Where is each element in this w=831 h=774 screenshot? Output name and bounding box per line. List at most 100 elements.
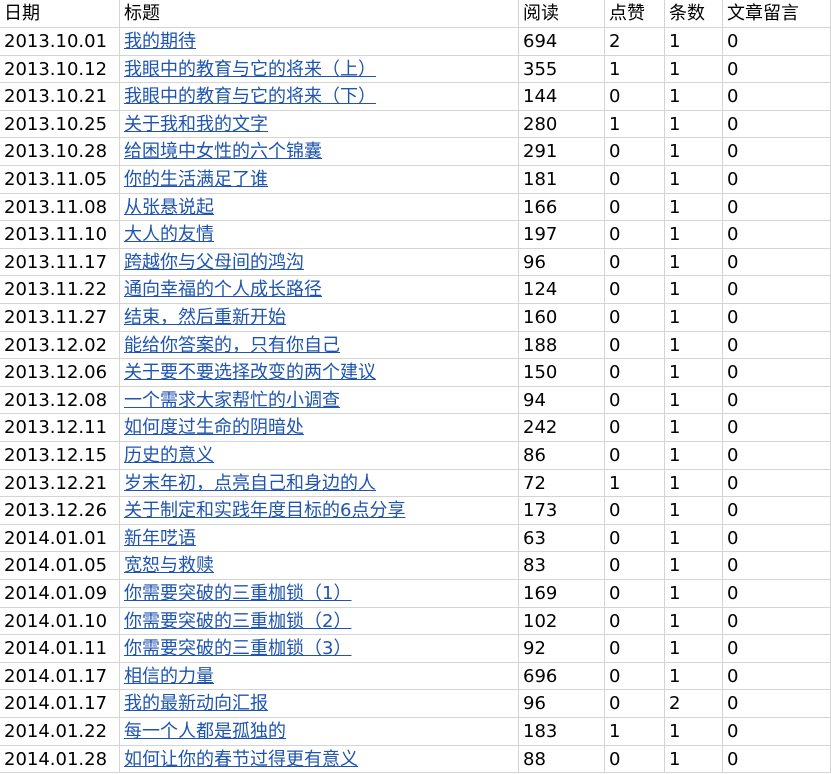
data-cell: 1 (665, 276, 723, 304)
article-link[interactable]: 你需要突破的三重枷锁（1） (120, 580, 519, 608)
article-link[interactable]: 给困境中女性的六个锦囊 (120, 138, 519, 166)
data-cell: 83 (519, 552, 605, 580)
data-cell: 0 (723, 607, 831, 636)
data-cell: 2014.01.17 (0, 662, 120, 691)
data-cell: 2014.01.05 (0, 552, 120, 580)
data-cell: 2014.01.11 (0, 635, 120, 663)
data-cell: 1 (665, 83, 723, 111)
data-cell: 96 (519, 690, 605, 718)
article-link[interactable]: 你的生活满足了谁 (120, 166, 519, 194)
data-cell: 0 (723, 83, 831, 111)
header-cell: 阅读 (519, 0, 605, 28)
data-cell: 72 (519, 469, 605, 498)
article-link[interactable]: 关于我和我的文字 (120, 110, 519, 139)
data-cell: 1 (605, 718, 665, 746)
data-cell: 1 (665, 635, 723, 663)
data-cell: 2014.01.17 (0, 690, 120, 718)
data-cell: 1 (665, 524, 723, 553)
data-cell: 1 (665, 745, 723, 774)
article-link[interactable]: 通向幸福的个人成长路径 (120, 276, 519, 304)
data-cell: 280 (519, 110, 605, 139)
data-cell: 0 (723, 166, 831, 194)
data-cell: 197 (519, 221, 605, 249)
article-link[interactable]: 我的期待 (120, 28, 519, 56)
article-link[interactable]: 你需要突破的三重枷锁（2） (120, 607, 519, 636)
data-cell: 0 (605, 635, 665, 663)
data-cell: 0 (723, 635, 831, 663)
data-cell: 2013.11.17 (0, 248, 120, 277)
article-link[interactable]: 如何度过生命的阴暗处 (120, 414, 519, 442)
data-cell: 2013.10.01 (0, 28, 120, 56)
data-cell: 1 (665, 359, 723, 387)
data-cell: 144 (519, 83, 605, 111)
data-cell: 88 (519, 745, 605, 774)
article-link[interactable]: 新年呓语 (120, 524, 519, 553)
data-cell: 1 (665, 469, 723, 498)
data-cell: 0 (605, 166, 665, 194)
article-link[interactable]: 我眼中的教育与它的将来（下） (120, 83, 519, 111)
data-cell: 0 (605, 690, 665, 718)
data-cell: 0 (723, 718, 831, 746)
data-cell: 1 (665, 442, 723, 470)
article-link[interactable]: 相信的力量 (120, 662, 519, 691)
article-link[interactable]: 跨越你与父母间的鸿沟 (120, 248, 519, 277)
article-link[interactable]: 我眼中的教育与它的将来（上） (120, 55, 519, 84)
data-cell: 2014.01.28 (0, 745, 120, 774)
data-cell: 0 (605, 580, 665, 608)
header-cell: 条数 (665, 0, 723, 28)
article-link[interactable]: 能给你答案的，只有你自己 (120, 331, 519, 360)
data-cell: 2 (605, 28, 665, 56)
article-link[interactable]: 每一个人都是孤独的 (120, 718, 519, 746)
data-cell: 2013.10.12 (0, 55, 120, 84)
data-cell: 1 (665, 386, 723, 415)
data-cell: 0 (605, 497, 665, 525)
article-link[interactable]: 宽恕与救赎 (120, 552, 519, 580)
data-cell: 242 (519, 414, 605, 442)
data-cell: 694 (519, 28, 605, 56)
data-cell: 0 (723, 414, 831, 442)
article-link[interactable]: 关于要不要选择改变的两个建议 (120, 359, 519, 387)
article-link[interactable]: 你需要突破的三重枷锁（3） (120, 635, 519, 663)
data-cell: 169 (519, 580, 605, 608)
article-link[interactable]: 结束，然后重新开始 (120, 304, 519, 332)
data-cell: 2013.11.22 (0, 276, 120, 304)
article-link[interactable]: 历史的意义 (120, 442, 519, 470)
data-cell: 0 (723, 690, 831, 718)
article-link[interactable]: 关于制定和实践年度目标的6点分享 (120, 497, 519, 525)
data-cell: 2013.11.27 (0, 304, 120, 332)
data-cell: 0 (605, 552, 665, 580)
data-cell: 2013.12.21 (0, 469, 120, 498)
article-link[interactable]: 如何让你的春节过得更有意义 (120, 745, 519, 774)
data-cell: 0 (605, 386, 665, 415)
data-cell: 0 (723, 580, 831, 608)
article-link[interactable]: 岁末年初，点亮自己和身边的人 (120, 469, 519, 498)
data-cell: 1 (665, 662, 723, 691)
data-cell: 0 (605, 248, 665, 277)
data-cell: 92 (519, 635, 605, 663)
data-cell: 0 (723, 497, 831, 525)
data-cell: 173 (519, 497, 605, 525)
header-cell: 文章留言 (723, 0, 831, 28)
data-cell: 1 (665, 110, 723, 139)
data-cell: 0 (723, 304, 831, 332)
data-cell: 2014.01.10 (0, 607, 120, 636)
article-link[interactable]: 我的最新动向汇报 (120, 690, 519, 718)
data-cell: 2013.12.02 (0, 331, 120, 360)
data-cell: 1 (665, 221, 723, 249)
data-cell: 0 (605, 276, 665, 304)
data-cell: 2014.01.09 (0, 580, 120, 608)
article-link[interactable]: 大人的友情 (120, 221, 519, 249)
article-link[interactable]: 一个需求大家帮忙的小调查 (120, 386, 519, 415)
article-link[interactable]: 从张悬说起 (120, 193, 519, 222)
data-cell: 0 (723, 193, 831, 222)
data-cell: 0 (605, 83, 665, 111)
data-cell: 1 (665, 138, 723, 166)
data-cell: 0 (605, 662, 665, 691)
data-cell: 1 (665, 166, 723, 194)
data-cell: 0 (605, 138, 665, 166)
data-cell: 0 (723, 745, 831, 774)
data-cell: 1 (665, 193, 723, 222)
data-cell: 291 (519, 138, 605, 166)
data-cell: 2013.12.11 (0, 414, 120, 442)
data-cell: 0 (605, 331, 665, 360)
